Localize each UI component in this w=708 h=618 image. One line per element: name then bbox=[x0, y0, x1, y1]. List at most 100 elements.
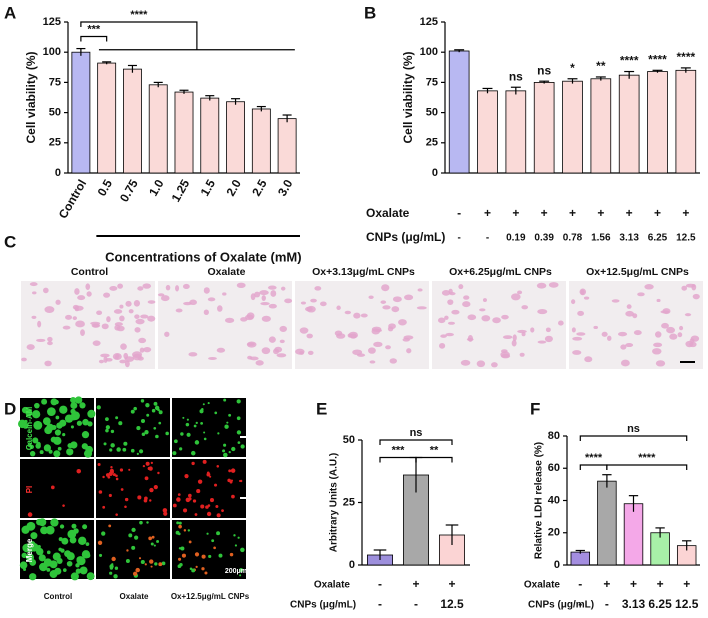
cell bbox=[54, 399, 59, 405]
y-tick-label: 80 bbox=[548, 430, 560, 442]
bar bbox=[597, 480, 617, 566]
cell bbox=[136, 452, 139, 455]
cell bbox=[87, 409, 96, 418]
cell bbox=[479, 308, 486, 312]
cell bbox=[216, 531, 221, 536]
cell bbox=[200, 421, 204, 425]
cell bbox=[124, 360, 130, 368]
y-axis-label: Cell viability (%) bbox=[24, 51, 38, 143]
bar bbox=[174, 91, 194, 174]
y-tick-label: 50 bbox=[49, 107, 61, 119]
row-value: + bbox=[541, 206, 548, 220]
y-axis-label: Relative LDH release (%) bbox=[534, 442, 545, 559]
cell bbox=[79, 402, 86, 409]
cell bbox=[511, 339, 517, 347]
cell bbox=[247, 342, 255, 346]
cell bbox=[625, 310, 634, 317]
y-tick-label: 75 bbox=[49, 76, 61, 88]
panel-letter: B bbox=[364, 3, 376, 22]
cell bbox=[172, 503, 177, 508]
cell bbox=[216, 465, 220, 468]
cell bbox=[36, 518, 43, 526]
cell bbox=[381, 284, 390, 292]
cell bbox=[406, 348, 412, 354]
cell bbox=[217, 432, 220, 435]
cell bbox=[22, 422, 29, 429]
cell bbox=[268, 336, 276, 343]
cell bbox=[179, 447, 183, 451]
cell bbox=[240, 444, 245, 449]
row-label: Merge bbox=[25, 538, 34, 562]
cell bbox=[130, 409, 135, 414]
cell bbox=[115, 477, 119, 481]
cell bbox=[224, 424, 229, 429]
cell bbox=[143, 347, 152, 353]
cell bbox=[239, 574, 242, 577]
cell bbox=[209, 498, 215, 503]
cell bbox=[206, 472, 211, 477]
cell bbox=[140, 314, 149, 319]
cell bbox=[21, 406, 29, 414]
cell bbox=[661, 322, 669, 329]
significance: * bbox=[570, 61, 575, 75]
cell bbox=[439, 342, 446, 349]
cell bbox=[511, 293, 521, 301]
cell bbox=[112, 353, 122, 361]
cell bbox=[73, 528, 79, 534]
cell bbox=[618, 331, 628, 337]
cell bbox=[577, 310, 585, 316]
cell bbox=[75, 568, 82, 574]
cell bbox=[46, 423, 54, 432]
cell bbox=[185, 422, 190, 427]
cell bbox=[491, 362, 498, 368]
bar bbox=[618, 74, 640, 174]
cell bbox=[662, 308, 671, 315]
y-axis-label: Arbitrary Units (A.U.) bbox=[329, 453, 340, 552]
micrograph bbox=[432, 281, 566, 369]
cell bbox=[108, 493, 112, 498]
cell bbox=[153, 544, 156, 547]
cell bbox=[115, 416, 119, 420]
y-axis-label: Cell viability (%) bbox=[401, 51, 415, 143]
cell bbox=[222, 449, 226, 453]
cell bbox=[385, 345, 391, 350]
cell bbox=[97, 462, 101, 466]
row-label: CNPs (μg/mL) bbox=[528, 600, 594, 611]
cell bbox=[21, 357, 27, 362]
cell bbox=[151, 408, 156, 413]
row-value: + bbox=[597, 206, 604, 220]
cell bbox=[119, 304, 124, 309]
cell bbox=[310, 298, 317, 303]
cell bbox=[416, 306, 427, 310]
cell bbox=[203, 431, 206, 434]
cell bbox=[625, 342, 634, 348]
cell bbox=[117, 283, 124, 289]
cell bbox=[137, 495, 142, 500]
cell bbox=[144, 476, 149, 481]
cell bbox=[113, 574, 118, 579]
cell bbox=[139, 449, 144, 454]
cell bbox=[119, 315, 125, 322]
cell bbox=[115, 474, 118, 478]
row-value: - bbox=[457, 233, 460, 244]
cell bbox=[50, 485, 55, 490]
cell bbox=[162, 508, 168, 513]
cell bbox=[445, 332, 454, 337]
cell bbox=[124, 497, 129, 502]
bracket bbox=[379, 439, 453, 445]
y-tick-label: 0 bbox=[432, 167, 438, 179]
cell bbox=[109, 448, 113, 452]
image-caption: Oxalate bbox=[208, 266, 246, 278]
cell bbox=[98, 490, 103, 494]
cell bbox=[208, 356, 217, 360]
cell bbox=[186, 418, 189, 421]
cell bbox=[375, 328, 382, 333]
cell bbox=[79, 566, 88, 575]
row-label: Oxalate bbox=[524, 580, 561, 591]
cell bbox=[230, 468, 236, 473]
cell bbox=[295, 348, 305, 355]
x-tick-label: 1.0 bbox=[146, 177, 167, 199]
y-tick-label: 125 bbox=[43, 16, 61, 28]
cell bbox=[135, 318, 145, 325]
cell bbox=[404, 294, 414, 301]
